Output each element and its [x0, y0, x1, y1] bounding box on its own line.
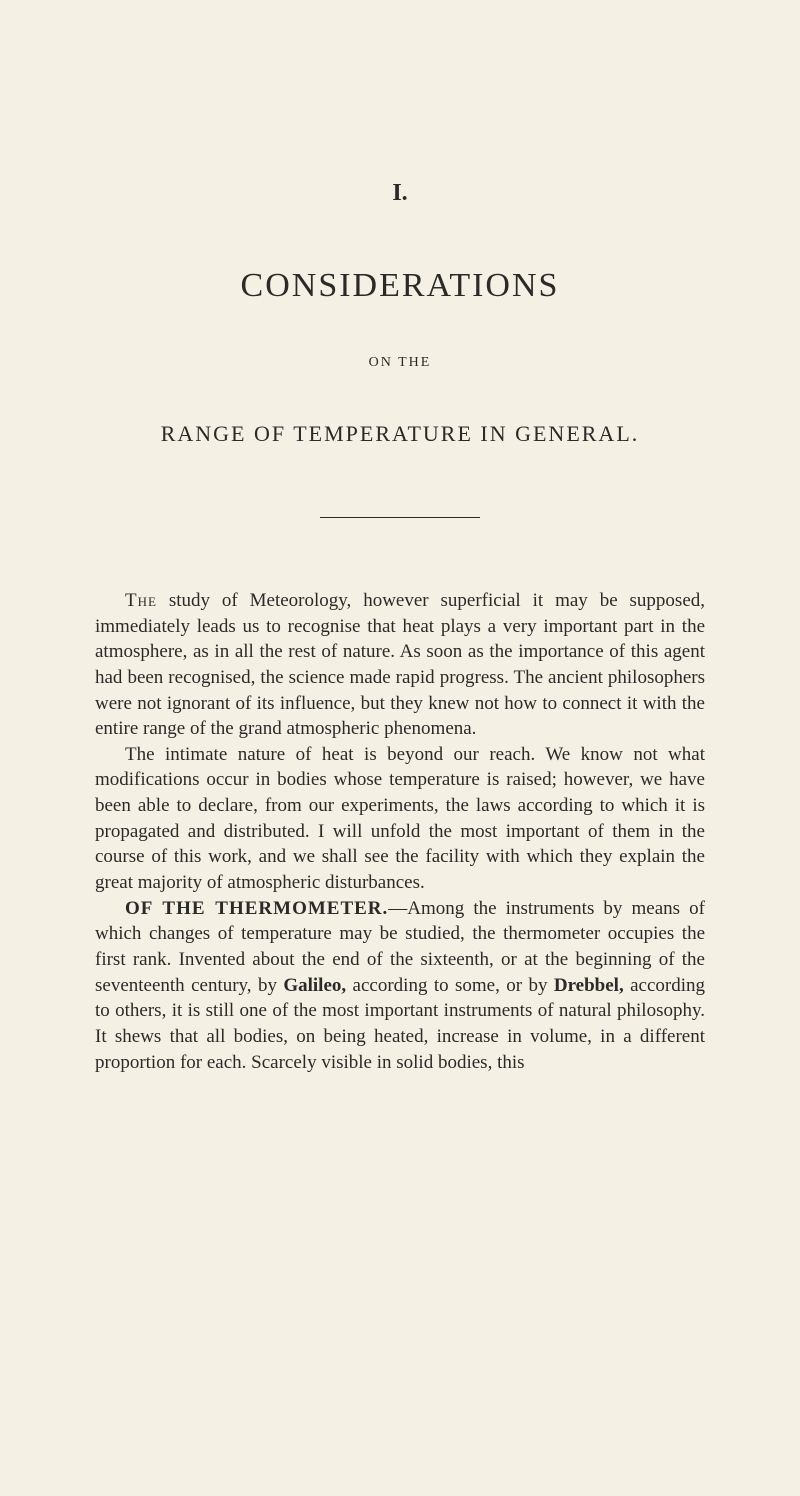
main-title: CONSIDERATIONS: [95, 267, 705, 305]
subtitle: RANGE OF TEMPERATURE IN GENERAL.: [95, 421, 705, 447]
paragraph-lead-word: The: [125, 590, 157, 611]
body-text-container: The study of Meteorology, however superf…: [95, 588, 705, 1075]
connector-text: ON THE: [95, 355, 705, 371]
author-galileo: Galileo,: [283, 975, 346, 996]
paragraph-3-text-2: according to some, or by: [346, 975, 554, 996]
horizontal-divider: [320, 517, 480, 518]
paragraph-2: The intimate nature of heat is beyond ou…: [95, 742, 705, 896]
section-heading: OF THE THERMOMETER.: [125, 898, 388, 919]
chapter-number: I.: [95, 180, 705, 207]
paragraph-3: OF THE THERMOMETER.—Among the instrument…: [95, 896, 705, 1075]
paragraph-1: The study of Meteorology, however superf…: [95, 588, 705, 742]
author-drebbel: Drebbel,: [554, 975, 624, 996]
paragraph-1-text: study of Meteorology, however superficia…: [95, 590, 705, 739]
